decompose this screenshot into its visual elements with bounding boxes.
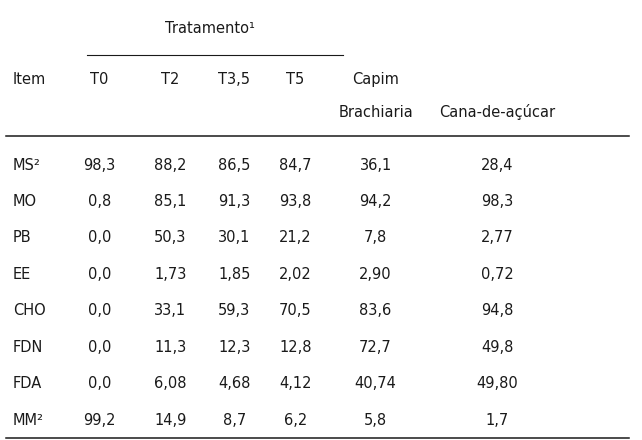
Text: 30,1: 30,1	[218, 231, 250, 246]
Text: 6,08: 6,08	[154, 376, 186, 391]
Text: CHO: CHO	[13, 303, 46, 318]
Text: Tratamento¹: Tratamento¹	[166, 21, 255, 36]
Text: Brachiaria: Brachiaria	[338, 105, 413, 120]
Text: PB: PB	[13, 231, 31, 246]
Text: 4,68: 4,68	[218, 376, 250, 391]
Text: 21,2: 21,2	[279, 231, 311, 246]
Text: 86,5: 86,5	[218, 158, 250, 172]
Text: FDN: FDN	[13, 340, 43, 355]
Text: 8,7: 8,7	[223, 413, 246, 428]
Text: Item: Item	[13, 72, 46, 87]
Text: 88,2: 88,2	[154, 158, 186, 172]
Text: 98,3: 98,3	[83, 158, 116, 172]
Text: 1,85: 1,85	[218, 267, 250, 282]
Text: 50,3: 50,3	[154, 231, 186, 246]
Text: 2,77: 2,77	[481, 231, 514, 246]
Text: T5: T5	[286, 72, 304, 87]
Text: 0,0: 0,0	[88, 376, 111, 391]
Text: FDA: FDA	[13, 376, 42, 391]
Text: 0,0: 0,0	[88, 303, 111, 318]
Text: 6,2: 6,2	[284, 413, 307, 428]
Text: 85,1: 85,1	[154, 194, 186, 209]
Text: 0,72: 0,72	[481, 267, 514, 282]
Text: 11,3: 11,3	[154, 340, 186, 355]
Text: 70,5: 70,5	[279, 303, 311, 318]
Text: 98,3: 98,3	[482, 194, 514, 209]
Text: T0: T0	[91, 72, 108, 87]
Text: Cana-de-açúcar: Cana-de-açúcar	[440, 104, 555, 120]
Text: MO: MO	[13, 194, 37, 209]
Text: T3,5: T3,5	[218, 72, 250, 87]
Text: MS²: MS²	[13, 158, 40, 172]
Text: EE: EE	[13, 267, 31, 282]
Text: 12,8: 12,8	[279, 340, 311, 355]
Text: 0,0: 0,0	[88, 340, 111, 355]
Text: T2: T2	[161, 72, 179, 87]
Text: 28,4: 28,4	[482, 158, 514, 172]
Text: 12,3: 12,3	[218, 340, 250, 355]
Text: 99,2: 99,2	[83, 413, 116, 428]
Text: 36,1: 36,1	[360, 158, 392, 172]
Text: 49,8: 49,8	[482, 340, 514, 355]
Text: 84,7: 84,7	[279, 158, 311, 172]
Text: 40,74: 40,74	[354, 376, 397, 391]
Text: Capim: Capim	[352, 72, 399, 87]
Text: MM²: MM²	[13, 413, 44, 428]
Text: 4,12: 4,12	[279, 376, 311, 391]
Text: 2,02: 2,02	[279, 267, 312, 282]
Text: 83,6: 83,6	[360, 303, 392, 318]
Text: 59,3: 59,3	[218, 303, 250, 318]
Text: 94,2: 94,2	[360, 194, 392, 209]
Text: 72,7: 72,7	[359, 340, 392, 355]
Text: 1,73: 1,73	[154, 267, 186, 282]
Text: 94,8: 94,8	[482, 303, 514, 318]
Text: 0,8: 0,8	[88, 194, 111, 209]
Text: 33,1: 33,1	[154, 303, 186, 318]
Text: 49,80: 49,80	[476, 376, 519, 391]
Text: 14,9: 14,9	[154, 413, 186, 428]
Text: 2,90: 2,90	[360, 267, 392, 282]
Text: 5,8: 5,8	[364, 413, 387, 428]
Text: 7,8: 7,8	[364, 231, 387, 246]
Text: 93,8: 93,8	[279, 194, 311, 209]
Text: 91,3: 91,3	[218, 194, 250, 209]
Text: 0,0: 0,0	[88, 231, 111, 246]
Text: 0,0: 0,0	[88, 267, 111, 282]
Text: 1,7: 1,7	[486, 413, 509, 428]
